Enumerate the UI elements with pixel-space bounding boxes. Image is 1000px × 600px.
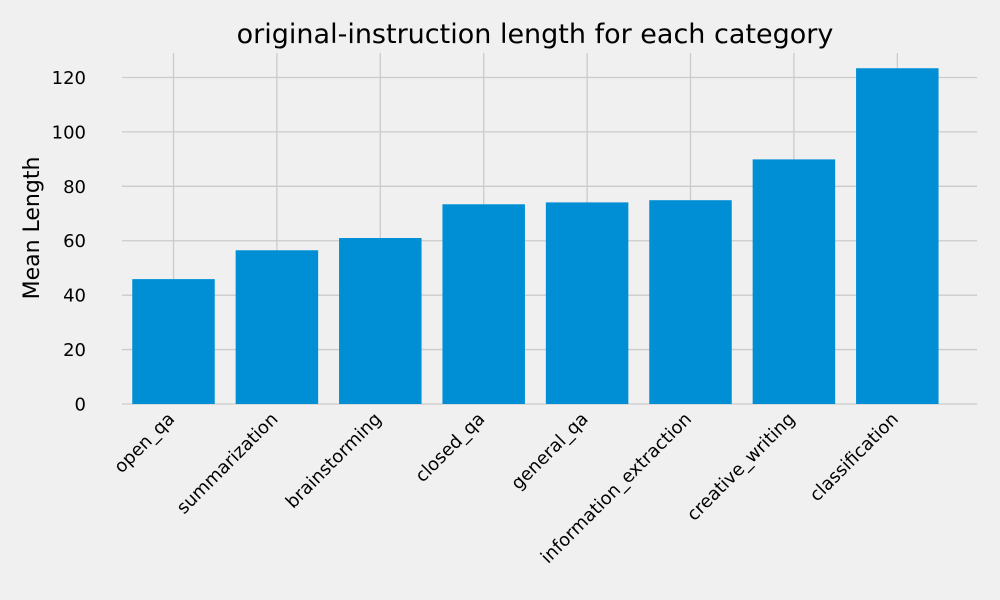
x-tick-label: creative_writing bbox=[683, 409, 800, 526]
chart-title: original-instruction length for each cat… bbox=[237, 19, 834, 50]
x-tick-label: closed_qa bbox=[411, 409, 489, 487]
y-tick-label: 120 bbox=[52, 68, 86, 89]
y-tick-label: 100 bbox=[52, 122, 86, 143]
bar-creative_writing bbox=[752, 159, 836, 404]
x-tick-label: general_qa bbox=[507, 409, 592, 494]
bar-general_qa bbox=[545, 202, 629, 404]
bars bbox=[132, 68, 939, 404]
bar-open_qa bbox=[132, 279, 215, 404]
y-tick-label: 80 bbox=[63, 177, 86, 198]
y-tick-label: 20 bbox=[63, 340, 86, 361]
x-tick-label: summarization bbox=[173, 409, 283, 519]
x-tick-label: classification bbox=[806, 409, 903, 506]
y-tick-label: 0 bbox=[75, 395, 86, 416]
y-tick-label: 40 bbox=[63, 286, 86, 307]
y-tick-label: 60 bbox=[63, 231, 86, 252]
bar-closed_qa bbox=[442, 204, 525, 404]
bar-information_extraction bbox=[649, 200, 732, 404]
bar-summarization bbox=[235, 250, 319, 404]
y-axis: 0 20 40 60 80 100 120 bbox=[52, 68, 86, 416]
bar-brainstorming bbox=[339, 238, 422, 404]
y-axis-label: Mean Length bbox=[20, 157, 45, 300]
x-tick-label: open_qa bbox=[110, 409, 179, 478]
bar-classification bbox=[856, 68, 939, 404]
x-tick-label: brainstorming bbox=[282, 409, 386, 513]
